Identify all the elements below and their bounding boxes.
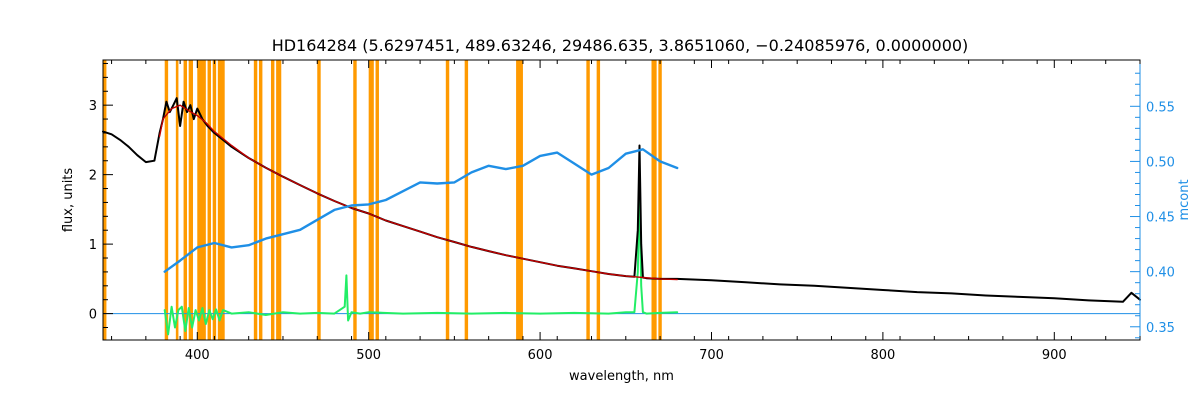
x-tick-label: 500 bbox=[356, 348, 381, 363]
y2-tick-label: 0.40 bbox=[1146, 266, 1175, 281]
mask-band bbox=[445, 60, 450, 340]
mask-regions bbox=[103, 60, 662, 340]
series-group bbox=[102, 97, 1141, 336]
x-tick-label: 800 bbox=[870, 348, 895, 363]
mask-band bbox=[651, 60, 657, 340]
mask-band bbox=[353, 60, 357, 340]
y2-tick-label: 0.45 bbox=[1146, 211, 1175, 226]
mask-band bbox=[516, 60, 523, 340]
mask-band bbox=[317, 60, 321, 340]
mask-band bbox=[258, 60, 263, 340]
mask-band bbox=[586, 60, 590, 340]
series-observed-line bbox=[102, 97, 1141, 303]
mask-band bbox=[375, 60, 379, 340]
y-axis-title: flux, units bbox=[61, 168, 76, 233]
mask-band bbox=[368, 60, 374, 340]
mask-band bbox=[188, 60, 193, 340]
mask-band bbox=[175, 60, 179, 340]
x-axis: 400 500 600 700 800 900 bbox=[111, 60, 1141, 363]
mask-band bbox=[217, 60, 225, 340]
mask-band bbox=[183, 60, 187, 340]
mask-band bbox=[212, 60, 217, 340]
mask-band bbox=[207, 60, 211, 340]
mask-band bbox=[658, 60, 662, 340]
y-tick-label: 3 bbox=[89, 99, 97, 114]
mask-band bbox=[464, 60, 469, 340]
mask-band bbox=[596, 60, 601, 340]
x-axis-title: wavelength, nm bbox=[569, 369, 674, 384]
y2-axis: 0.35 0.40 0.45 0.50 0.55 bbox=[1130, 72, 1175, 339]
plot-frame bbox=[102, 59, 1141, 341]
mask-band bbox=[270, 60, 275, 340]
mask-band bbox=[164, 60, 169, 340]
series-model-line bbox=[158, 104, 678, 281]
series-residual-line bbox=[163, 184, 679, 336]
x-tick-label: 400 bbox=[185, 348, 210, 363]
y-axis: 0 1 2 3 bbox=[89, 62, 113, 328]
y2-tick-label: 0.50 bbox=[1146, 155, 1175, 170]
y2-axis-title: mcont bbox=[1177, 179, 1192, 220]
mask-band bbox=[276, 60, 282, 340]
series-mcont-line bbox=[163, 148, 679, 273]
chart-title: HD164284 (5.6297451, 489.63246, 29486.63… bbox=[272, 36, 969, 55]
y-tick-label: 0 bbox=[89, 308, 97, 323]
x-tick-label: 700 bbox=[699, 348, 724, 363]
y-tick-label: 1 bbox=[89, 238, 97, 253]
mask-band bbox=[253, 60, 258, 340]
y2-tick-label: 0.55 bbox=[1146, 100, 1175, 115]
mask-band bbox=[197, 60, 206, 340]
y2-tick-label: 0.35 bbox=[1146, 321, 1175, 336]
y-tick-label: 2 bbox=[89, 169, 97, 184]
x-tick-label: 600 bbox=[528, 348, 553, 363]
x-tick-label: 900 bbox=[1042, 348, 1067, 363]
mask-band bbox=[103, 60, 107, 340]
